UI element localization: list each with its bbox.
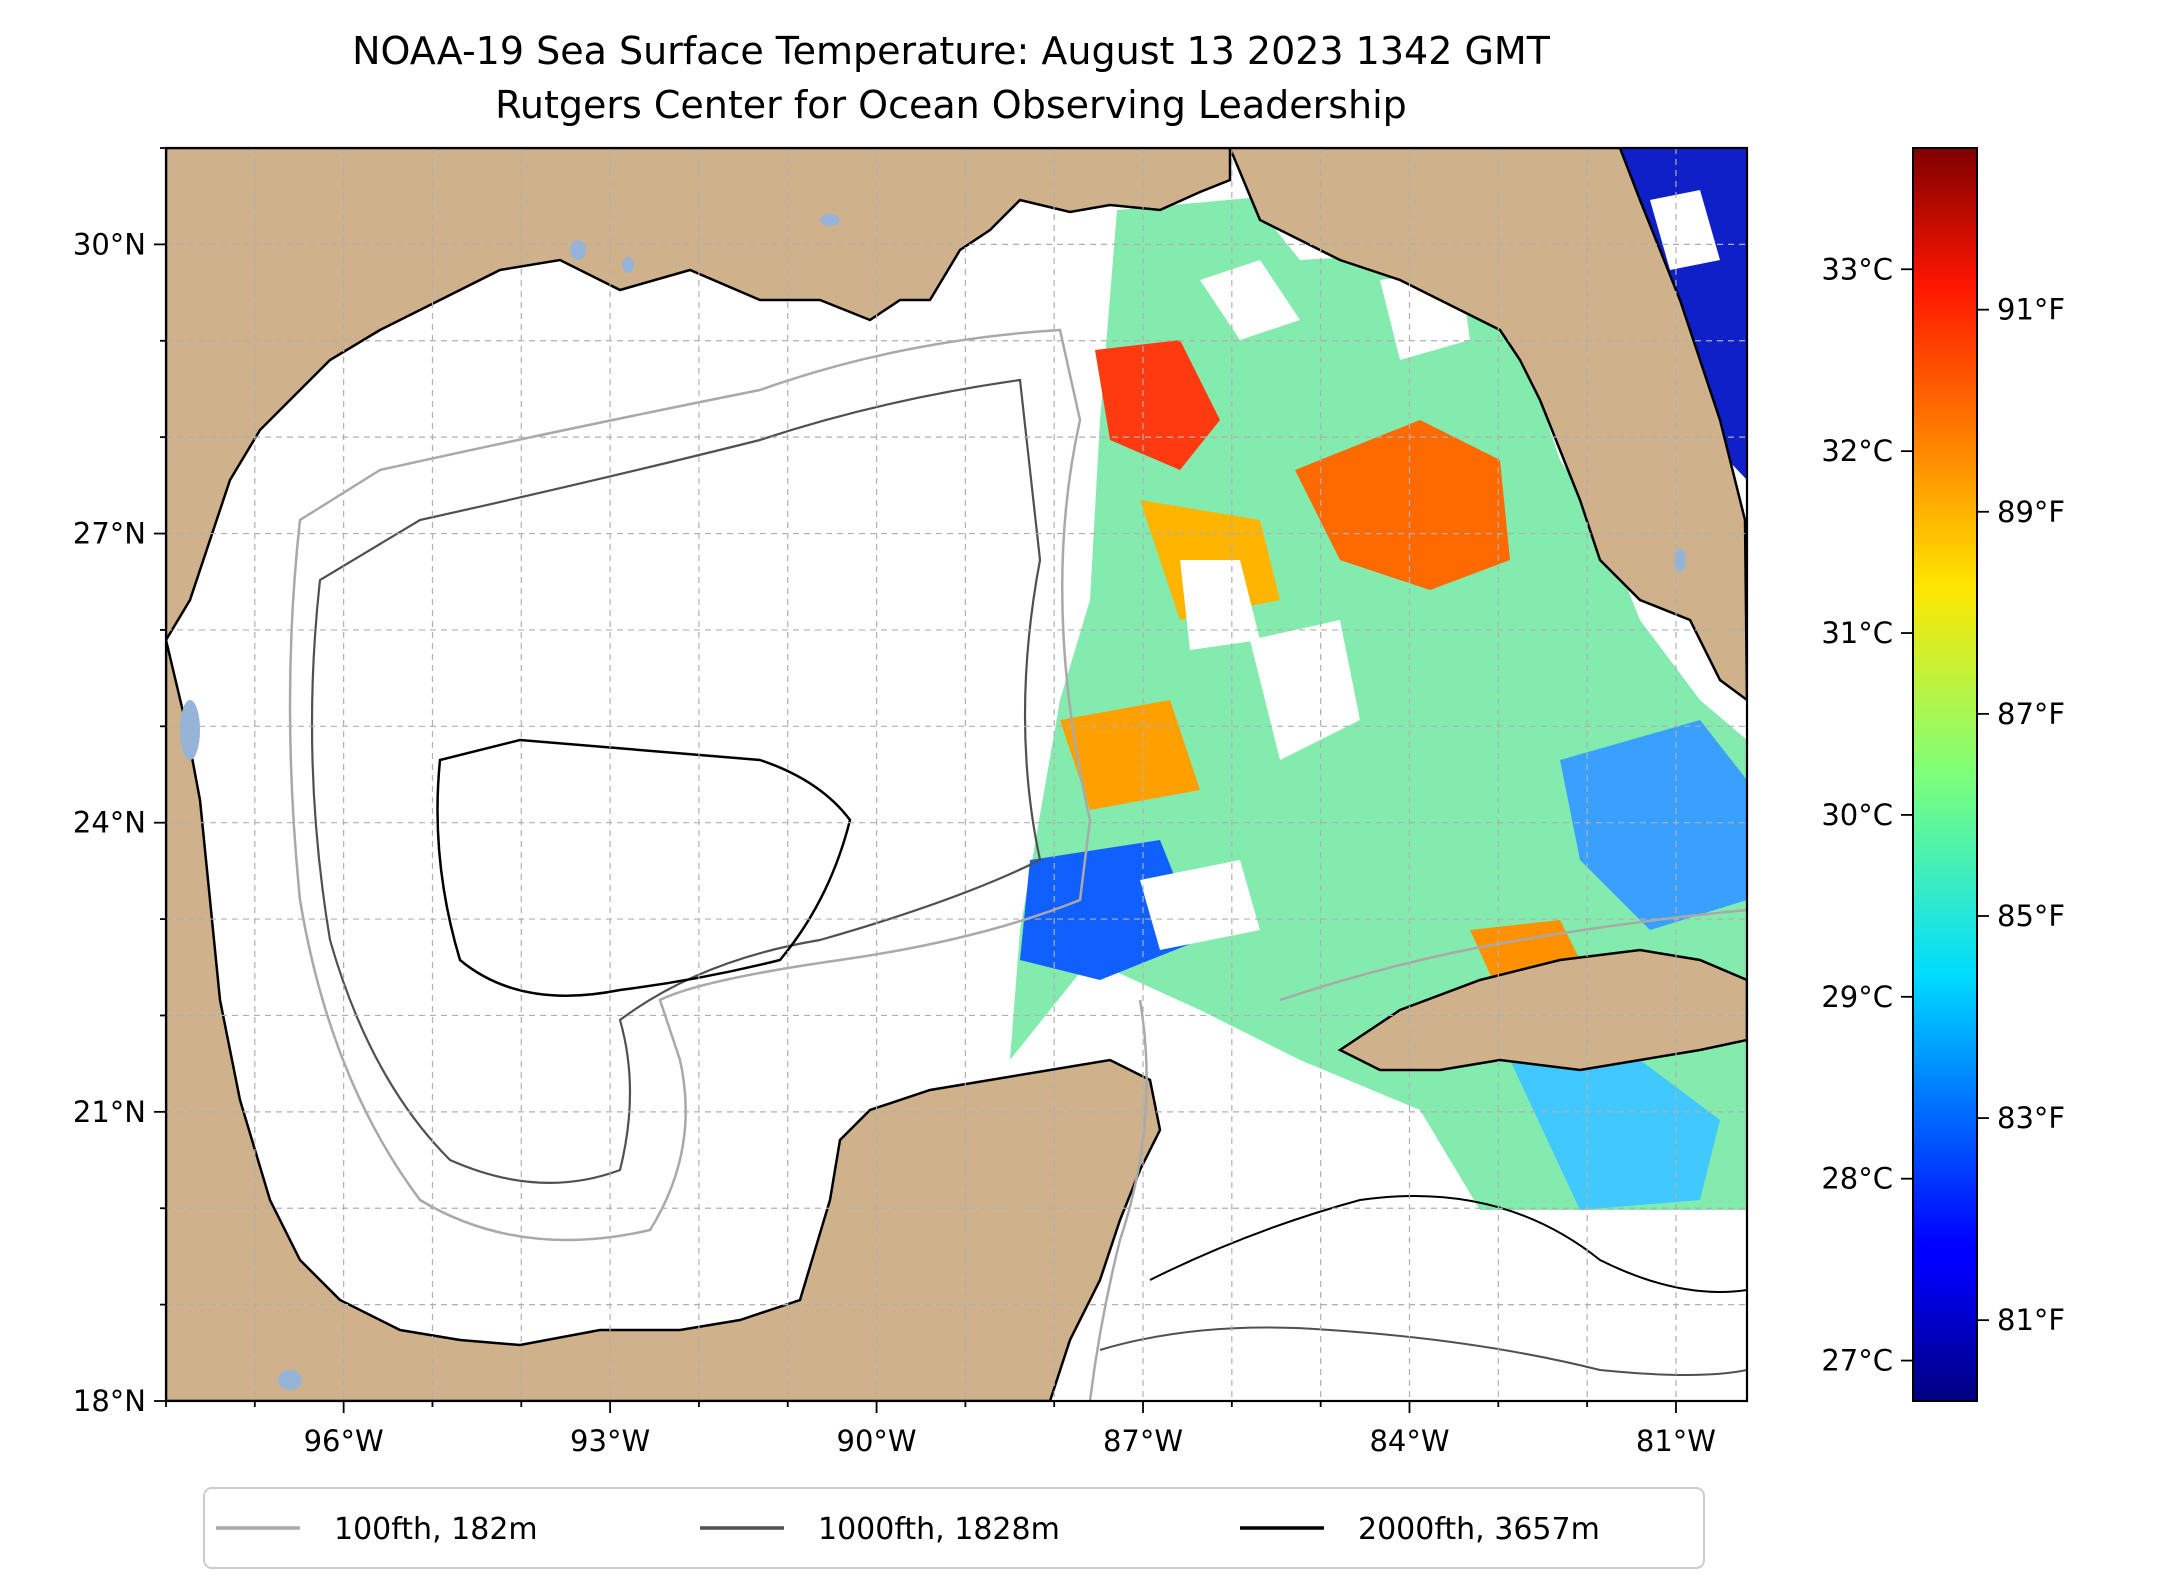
colorbar: 91°F 89°F 87°F 85°F 83°F 81°F 33°C 32°C 31°C 30°C…	[1821, 147, 2065, 1402]
celsius-tick-label: 27°C	[1821, 1344, 1893, 1378]
fahrenheit-tick-label: 91°F	[1997, 293, 2065, 327]
x-tick-label: 81°W	[1636, 1424, 1716, 1458]
y-tick-label: 27°N	[73, 517, 146, 551]
celsius-tick-label: 31°C	[1821, 616, 1893, 650]
axis-ticks: 96°W 93°W 90°W 87°W 84°W 81°W 30°N 27°N 24°N 21°N…	[73, 147, 1716, 1458]
celsius-tick-label: 30°C	[1821, 798, 1893, 832]
map-frame	[164, 146, 1749, 1403]
x-tick-label: 90°W	[837, 1424, 917, 1458]
celsius-tick-label: 33°C	[1821, 252, 1893, 286]
legend: 100fth, 182m 1000fth, 1828m 2000fth, 365…	[203, 1487, 1705, 1569]
fahrenheit-tick-label: 87°F	[1997, 697, 2065, 731]
y-tick-label: 21°N	[73, 1095, 146, 1129]
legend-label-2000fth: 2000fth, 3657m	[1358, 1512, 1600, 1547]
fahrenheit-tick-label: 81°F	[1997, 1303, 2065, 1337]
fahrenheit-tick-label: 89°F	[1997, 495, 2065, 529]
x-tick-label: 87°W	[1103, 1424, 1183, 1458]
legend-box	[203, 1487, 1705, 1569]
celsius-tick-label: 32°C	[1821, 434, 1893, 468]
title-line-2: Rutgers Center for Ocean Observing Leade…	[495, 83, 1407, 127]
x-tick-label: 93°W	[570, 1424, 650, 1458]
legend-label-100fth: 100fth, 182m	[334, 1512, 538, 1547]
bathymetry	[288, 328, 1747, 1401]
y-tick-label: 30°N	[73, 227, 146, 261]
map-panel: 96°W 93°W 90°W 87°W 84°W 81°W 30°N 27°N 24°N 21°N…	[73, 146, 1749, 1458]
legend-label-1000fth: 1000fth, 1828m	[818, 1512, 1060, 1547]
colorbar-gradient	[1912, 147, 1978, 1402]
y-tick-label: 18°N	[73, 1384, 146, 1418]
fahrenheit-tick-label: 85°F	[1997, 899, 2065, 933]
y-tick-label: 24°N	[73, 806, 146, 840]
celsius-tick-label: 28°C	[1821, 1162, 1893, 1196]
title-line-1: NOAA-19 Sea Surface Temperature: August …	[352, 29, 1551, 73]
fahrenheit-tick-label: 83°F	[1997, 1101, 2065, 1135]
colorbar-ticks: 91°F 89°F 87°F 85°F 83°F 81°F 33°C 32°C 31°C 30°C…	[1821, 252, 2065, 1377]
lakes	[180, 214, 1686, 1390]
celsius-tick-label: 29°C	[1821, 980, 1893, 1014]
x-tick-label: 84°W	[1369, 1424, 1449, 1458]
x-tick-label: 96°W	[304, 1424, 384, 1458]
